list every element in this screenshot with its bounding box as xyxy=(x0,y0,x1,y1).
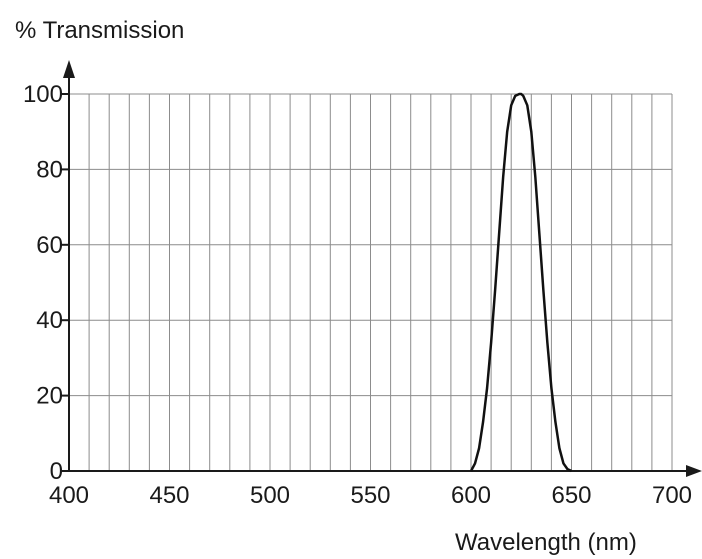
series-line xyxy=(469,92,573,473)
y-tick-label: 40 xyxy=(36,307,63,334)
grid xyxy=(69,93,673,471)
x-tick-labels: 400 450 500 550 600 650 700 xyxy=(49,482,692,509)
x-tick-label: 700 xyxy=(652,482,692,509)
x-axis-title: Wavelength (nm) xyxy=(455,529,637,556)
x-tick-label: 550 xyxy=(350,482,390,509)
x-axis-arrow-icon xyxy=(686,465,702,477)
x-tick-label: 500 xyxy=(250,482,290,509)
y-axis-arrow-icon xyxy=(63,60,75,78)
y-axis-title: % Transmission xyxy=(15,17,184,44)
x-tick-label: 650 xyxy=(551,482,591,509)
x-tick-label: 600 xyxy=(451,482,491,509)
y-tick-label: 20 xyxy=(36,383,63,410)
y-tick-labels: 0 20 40 60 80 100 xyxy=(23,81,69,485)
y-tick-label: 0 xyxy=(50,458,63,485)
x-tick-label: 450 xyxy=(149,482,189,509)
y-tick-label: 100 xyxy=(23,81,63,108)
y-tick-label: 60 xyxy=(36,232,63,259)
axes xyxy=(63,60,702,477)
x-tick-label: 400 xyxy=(49,482,89,509)
y-tick-label: 80 xyxy=(36,156,63,183)
